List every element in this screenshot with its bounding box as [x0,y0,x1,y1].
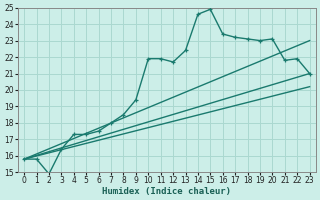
X-axis label: Humidex (Indice chaleur): Humidex (Indice chaleur) [102,187,231,196]
